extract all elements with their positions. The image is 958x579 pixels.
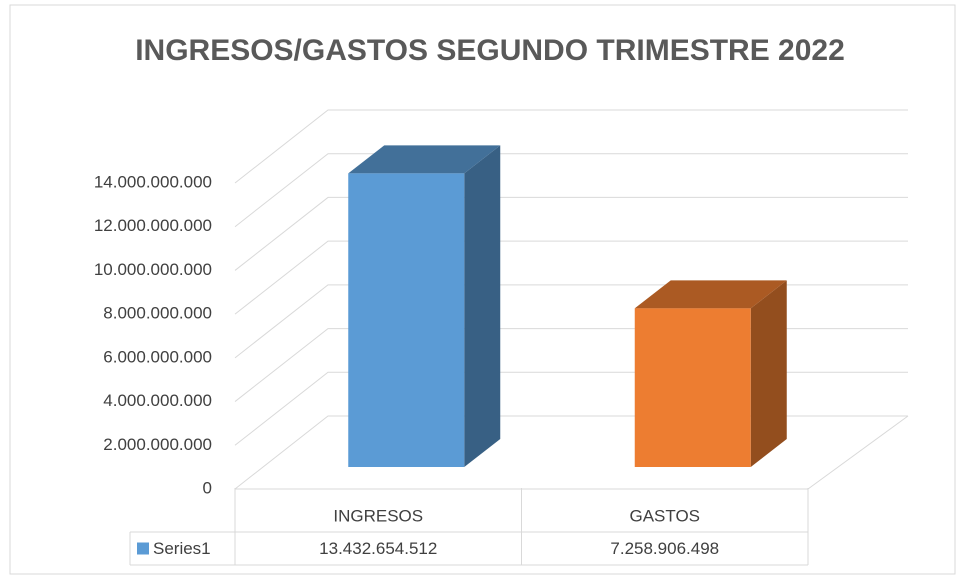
y-tick-label: 0 xyxy=(203,478,212,497)
y-tick-label: 6.000.000.000 xyxy=(103,347,212,366)
x-tick-label: GASTOS xyxy=(629,506,700,525)
data-label: 7.258.906.498 xyxy=(610,539,719,558)
y-tick-label: 4.000.000.000 xyxy=(103,391,212,410)
x-tick-label: INGRESOS xyxy=(333,506,423,525)
y-tick-label: 14.000.000.000 xyxy=(94,172,212,191)
bar-top xyxy=(634,280,787,309)
y-tick-label: 2.000.000.000 xyxy=(103,435,212,454)
chart-title: INGRESOS/GASTOS SEGUNDO TRIMESTRE 2022 xyxy=(135,34,845,67)
legend-label: Series1 xyxy=(153,539,211,558)
bar xyxy=(348,173,465,467)
data-label: 13.432.654.512 xyxy=(319,539,437,558)
bar xyxy=(634,308,751,467)
bar-side xyxy=(750,280,787,467)
legend-swatch xyxy=(137,542,149,555)
bar-side xyxy=(464,145,501,467)
grid-line xyxy=(234,153,908,228)
grid-line xyxy=(234,196,908,271)
grid-line xyxy=(234,240,908,315)
floor-edge xyxy=(807,415,909,490)
y-tick-label: 12.000.000.000 xyxy=(94,216,212,235)
y-tick-label: 8.000.000.000 xyxy=(103,304,212,323)
grid-line xyxy=(234,109,908,184)
y-tick-label: 10.000.000.000 xyxy=(94,260,212,279)
bar-top xyxy=(348,145,501,174)
